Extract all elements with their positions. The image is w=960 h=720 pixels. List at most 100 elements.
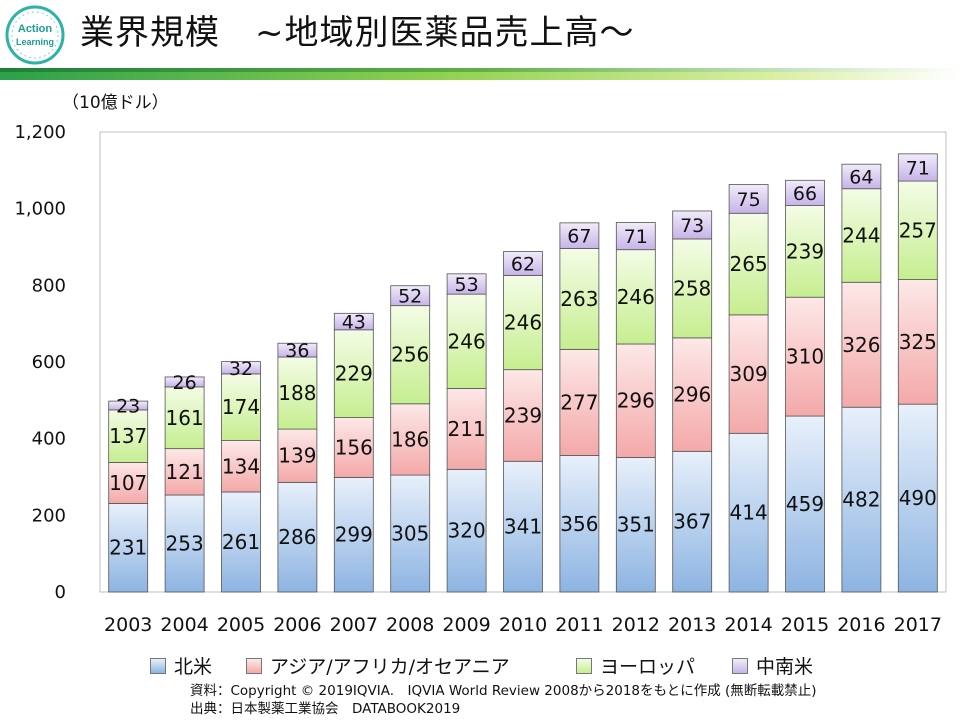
data-label-europe-2004: 161 — [166, 406, 204, 430]
x-tick-label: 2011 — [555, 614, 603, 636]
page-title: 業界規模 ~地域別医薬品売上高～ — [80, 13, 635, 53]
bar-segment-europe-2011 — [559, 248, 600, 350]
bar-segment-asia-2007 — [333, 417, 374, 478]
data-label-asia-2016: 326 — [842, 333, 880, 357]
data-label-north-america-2016: 482 — [842, 488, 880, 512]
data-label-north-america-2003: 231 — [109, 536, 147, 560]
bar-segment-europe-2005 — [221, 373, 261, 441]
y-unit-label: （10億ドル） — [62, 93, 169, 113]
data-label-latin-america-2017: 71 — [906, 157, 930, 179]
bar-segment-north-america-2006 — [277, 481, 318, 593]
y-tick-label: 200 — [32, 505, 66, 526]
x-tick-label: 2016 — [837, 614, 885, 636]
x-tick-label: 2003 — [104, 614, 152, 636]
bar-segment-latin-america-2011 — [559, 222, 600, 249]
bar-segment-asia-2013 — [672, 337, 713, 452]
bar-segment-latin-america-2009 — [446, 273, 487, 295]
bar-segment-north-america-2015 — [785, 415, 825, 593]
legend-label-latin-america: 中南米 — [756, 656, 814, 678]
bar-segment-latin-america-2015 — [785, 179, 825, 207]
data-label-latin-america-2010: 62 — [511, 253, 535, 275]
x-tick-label: 2009 — [442, 614, 490, 636]
bar-segment-north-america-2012 — [615, 457, 656, 593]
data-label-north-america-2006: 286 — [278, 525, 316, 549]
data-label-latin-america-2006: 36 — [285, 340, 309, 362]
data-label-europe-2017: 257 — [899, 218, 937, 242]
data-label-latin-america-2011: 67 — [567, 226, 591, 248]
legend-item-north-america: 北米 — [150, 652, 212, 679]
data-label-north-america-2005: 261 — [222, 530, 260, 554]
data-label-north-america-2009: 320 — [448, 519, 486, 543]
logo-text-learning: Learning — [16, 37, 54, 47]
bar-segment-latin-america-2010 — [503, 251, 543, 276]
legend-swatch-north-america — [150, 657, 166, 674]
x-tick-label: 2012 — [612, 614, 660, 636]
legend-item-europe: ヨーロッパ — [576, 652, 695, 679]
bar-segment-europe-2004 — [164, 386, 205, 450]
y-tick-label: 0 — [55, 582, 66, 603]
data-label-asia-2013: 296 — [673, 383, 711, 407]
action-learning-logo: Action Learning — [5, 5, 65, 65]
data-label-europe-2007: 229 — [335, 362, 373, 386]
bar-segment-asia-2015 — [785, 296, 825, 417]
legend-label-asia: アジア/アフリカ/オセアニア — [270, 656, 510, 678]
bar-segment-north-america-2007 — [333, 476, 374, 593]
data-label-asia-2017: 325 — [899, 330, 937, 354]
legend-swatch-latin-america — [732, 657, 748, 674]
data-label-latin-america-2013: 73 — [680, 215, 704, 237]
title-underline-bar — [0, 68, 960, 80]
data-label-europe-2014: 265 — [730, 252, 768, 276]
bar-segment-latin-america-2016 — [841, 163, 882, 190]
data-label-latin-america-2007: 43 — [342, 312, 366, 334]
bar-segment-asia-2016 — [841, 281, 882, 408]
data-label-north-america-2011: 356 — [560, 512, 598, 536]
bar-segment-europe-2016 — [841, 188, 882, 283]
data-label-asia-2011: 277 — [560, 390, 598, 414]
data-label-north-america-2010: 341 — [504, 515, 542, 539]
source-line-1: 資料：Copyright © 2019IQVIA. IQVIA World Re… — [190, 683, 817, 699]
data-label-latin-america-2008: 52 — [398, 286, 422, 308]
data-label-europe-2005: 174 — [222, 395, 260, 419]
data-label-asia-2006: 139 — [278, 444, 316, 468]
bar-segment-latin-america-2017 — [897, 153, 938, 182]
data-label-latin-america-2015: 66 — [793, 183, 817, 205]
data-label-north-america-2008: 305 — [391, 522, 429, 546]
bar-segment-north-america-2017 — [897, 403, 938, 593]
data-label-north-america-2012: 351 — [617, 513, 655, 537]
bar-segment-europe-2010 — [503, 274, 543, 371]
bar-segment-north-america-2005 — [221, 491, 261, 593]
bar-segment-north-america-2009 — [446, 468, 487, 593]
bar-segment-latin-america-2005 — [221, 361, 261, 375]
bar-segment-latin-america-2007 — [333, 312, 374, 331]
data-label-north-america-2017: 490 — [899, 486, 937, 510]
x-tick-label: 2017 — [894, 614, 942, 636]
bar-segment-north-america-2008 — [390, 474, 431, 593]
bar-segment-europe-2007 — [333, 329, 374, 418]
legend-swatch-asia — [246, 657, 262, 674]
x-tick-label: 2008 — [386, 614, 434, 636]
bar-segment-europe-2012 — [615, 249, 656, 345]
legend-swatch-europe — [576, 657, 592, 674]
data-label-europe-2011: 263 — [560, 287, 598, 311]
bar-segment-asia-2006 — [277, 428, 318, 483]
legend-label-europe: ヨーロッパ — [600, 656, 696, 678]
y-tick-label: 600 — [32, 352, 66, 373]
bar-segment-north-america-2003 — [108, 503, 149, 593]
y-tick-label: 800 — [32, 275, 66, 296]
bar-segment-europe-2015 — [785, 205, 825, 298]
data-label-asia-2012: 296 — [617, 389, 655, 413]
data-label-north-america-2007: 299 — [335, 523, 373, 547]
data-label-asia-2008: 186 — [391, 427, 429, 451]
data-label-asia-2010: 239 — [504, 403, 542, 427]
data-label-europe-2013: 258 — [673, 276, 711, 300]
data-label-europe-2015: 239 — [786, 239, 824, 263]
bar-segment-europe-2008 — [390, 305, 431, 405]
bar-segment-asia-2017 — [897, 279, 938, 405]
bar-segment-europe-2017 — [897, 180, 938, 280]
data-label-europe-2016: 244 — [842, 224, 880, 248]
bar-segment-latin-america-2012 — [615, 222, 656, 251]
bar-segment-latin-america-2013 — [672, 210, 713, 240]
data-label-europe-2010: 246 — [504, 311, 542, 335]
bar-segment-north-america-2016 — [841, 406, 882, 593]
logo-text-action: Action — [18, 23, 53, 35]
